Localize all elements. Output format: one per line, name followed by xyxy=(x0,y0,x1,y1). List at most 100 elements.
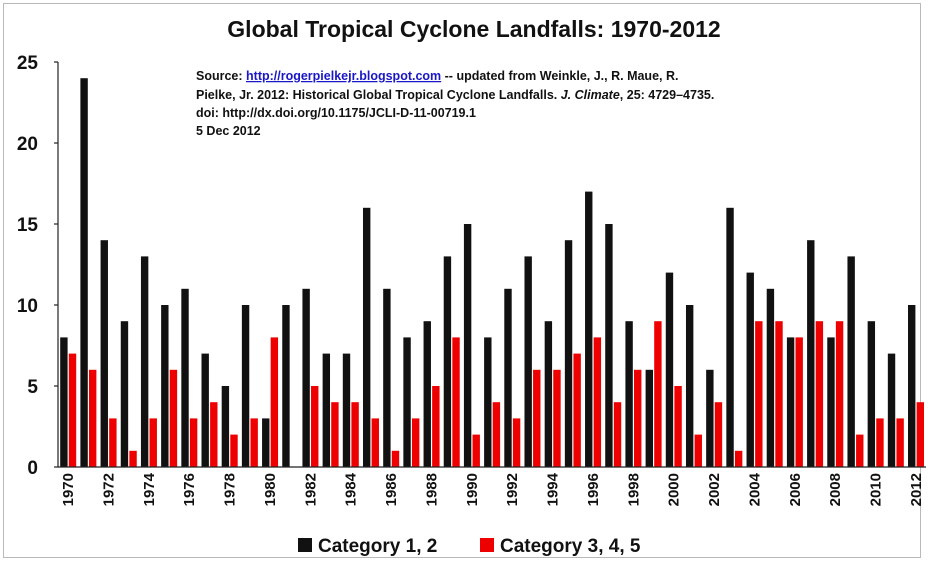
legend-label-category-1-2: Category 1, 2 xyxy=(318,536,437,557)
x-tick-label-2006: 2006 xyxy=(787,473,804,506)
legend-swatch-category-3-4-5 xyxy=(480,538,494,552)
bar-category-1-2-1979 xyxy=(241,305,250,467)
bar-category-1-2-1980 xyxy=(262,418,270,467)
bar-category-3-4-5-1996 xyxy=(593,337,602,467)
bar-category-1-2-2007 xyxy=(807,240,815,467)
bar-category-3-4-5-1971 xyxy=(88,369,97,467)
bar-category-1-2-1989 xyxy=(443,256,452,467)
x-tick-label-2010: 2010 xyxy=(868,473,885,506)
bar-category-1-2-2006 xyxy=(786,337,795,467)
bar-category-1-2-1988 xyxy=(423,321,431,467)
bar-category-3-4-5-1975 xyxy=(169,369,178,467)
x-tick-label-1972: 1972 xyxy=(101,473,118,506)
bar-category-3-4-5-1972 xyxy=(109,418,117,467)
x-tick-label-1994: 1994 xyxy=(545,472,562,506)
bar-category-1-2-2010 xyxy=(867,321,876,467)
bar-category-1-2-1993 xyxy=(524,256,532,467)
bar-category-3-4-5-1979 xyxy=(250,418,258,467)
bar-category-3-4-5-2003 xyxy=(734,450,743,467)
bar-category-1-2-2003 xyxy=(726,207,734,468)
x-tick-label-1984: 1984 xyxy=(343,472,360,506)
bar-category-1-2-1976 xyxy=(181,288,189,467)
x-axis: 1970 1972 1974 1976 1978 1980 1982 1984 1986 1988… xyxy=(58,466,926,506)
bar-category-3-4-5-1978 xyxy=(230,434,238,467)
bar-category-1-2-1982 xyxy=(302,288,310,467)
bar-category-3-4-5-1989 xyxy=(452,337,460,467)
bar-category-1-2-1971 xyxy=(80,78,88,467)
x-tick-label-1992: 1992 xyxy=(504,473,521,506)
bar-category-3-4-5-1995 xyxy=(573,353,581,467)
bar-category-3-4-5-1983 xyxy=(331,402,339,467)
bar-category-3-4-5-1990 xyxy=(472,434,480,467)
bar-category-3-4-5-1998 xyxy=(634,369,642,467)
legend: Category 1, 2 Category 3, 4, 5 xyxy=(298,536,641,557)
bar-category-3-4-5-2011 xyxy=(896,418,904,467)
bar-category-1-2-2009 xyxy=(847,256,855,467)
x-tick-label-2012: 2012 xyxy=(908,473,925,506)
bar-category-1-2-1987 xyxy=(403,337,411,467)
bar-category-3-4-5-1994 xyxy=(553,369,561,467)
source-prefix: Source: xyxy=(196,69,246,83)
bar-category-1-2-1991 xyxy=(484,337,492,467)
bar-category-1-2-1998 xyxy=(625,321,633,467)
bar-category-3-4-5-1999 xyxy=(654,321,662,467)
x-tick-label-1998: 1998 xyxy=(625,473,642,506)
x-tick-label-1982: 1982 xyxy=(302,473,319,506)
bar-category-3-4-5-2009 xyxy=(856,434,864,467)
chart-title: Global Tropical Cyclone Landfalls: 1970-… xyxy=(227,16,720,42)
bar-category-1-2-1996 xyxy=(585,191,593,467)
x-tick-label-1990: 1990 xyxy=(464,473,481,506)
bar-category-3-4-5-1986 xyxy=(391,450,400,467)
x-tick-label-1996: 1996 xyxy=(585,473,602,506)
y-tick-label: 10 xyxy=(17,296,38,317)
source-date: 5 Dec 2012 xyxy=(196,124,261,138)
bar-category-1-2-1997 xyxy=(605,224,613,467)
x-tick-label-2002: 2002 xyxy=(706,473,723,506)
bar-category-3-4-5-1974 xyxy=(149,418,157,467)
bar-category-3-4-5-1984 xyxy=(351,402,359,467)
citation-volume: , 25: 4729–4735. xyxy=(620,88,715,102)
x-tick-label-1986: 1986 xyxy=(383,473,400,506)
bar-category-1-2-2005 xyxy=(766,288,775,467)
x-tick-label-1980: 1980 xyxy=(262,473,279,506)
x-tick-label-2004: 2004 xyxy=(746,472,763,506)
bar-category-1-2-2001 xyxy=(685,305,694,467)
bar-category-1-2-2004 xyxy=(746,272,754,467)
bar-category-3-4-5-1988 xyxy=(432,386,440,467)
source-link[interactable]: http://rogerpielkejr.blogspot.com xyxy=(246,69,441,83)
source-doi: doi: http://dx.doi.org/10.1175/JCLI-D-11… xyxy=(196,106,476,120)
bar-category-3-4-5-2008 xyxy=(835,321,844,467)
citation-text: Pielke, Jr. 2012: Historical Global Trop… xyxy=(196,88,561,102)
bar-category-3-4-5-1970 xyxy=(68,353,77,467)
bar-category-3-4-5-1977 xyxy=(210,402,218,467)
x-tick-label-1988: 1988 xyxy=(423,473,440,506)
legend-swatch-category-1-2 xyxy=(298,538,312,552)
y-tick-label: 20 xyxy=(17,134,38,155)
x-tick-label-2008: 2008 xyxy=(827,473,844,506)
bar-category-3-4-5-2010 xyxy=(876,418,884,467)
x-tick-label-1976: 1976 xyxy=(181,473,198,506)
bar-category-3-4-5-2004 xyxy=(755,321,763,467)
bar-category-1-2-1986 xyxy=(383,288,391,467)
bars-group xyxy=(60,78,925,468)
y-tick-label: 5 xyxy=(27,377,38,398)
source-annotation: Source: http://rogerpielkejr.blogspot.co… xyxy=(196,69,714,138)
bar-category-1-2-2002 xyxy=(706,369,714,467)
bar-category-1-2-1978 xyxy=(221,386,230,467)
bar-category-1-2-2011 xyxy=(887,353,896,467)
bar-category-1-2-1981 xyxy=(282,305,290,467)
legend-label-category-3-4-5: Category 3, 4, 5 xyxy=(500,536,641,557)
source-line-2: Pielke, Jr. 2012: Historical Global Trop… xyxy=(196,88,714,102)
y-tick-label: 25 xyxy=(17,53,39,74)
bar-category-1-2-1977 xyxy=(201,353,209,467)
bar-category-1-2-2012 xyxy=(908,305,916,467)
bar-category-3-4-5-1987 xyxy=(411,418,420,467)
bar-category-3-4-5-1976 xyxy=(189,418,198,467)
bar-category-3-4-5-2002 xyxy=(714,402,723,467)
bar-category-3-4-5-2006 xyxy=(795,337,803,467)
bar-category-3-4-5-2005 xyxy=(775,321,783,467)
source-line-1: Source: http://rogerpielkejr.blogspot.co… xyxy=(196,69,678,83)
x-tick-label-1970: 1970 xyxy=(60,473,77,506)
bar-category-1-2-2000 xyxy=(665,272,674,467)
bar-category-3-4-5-1985 xyxy=(371,418,379,467)
